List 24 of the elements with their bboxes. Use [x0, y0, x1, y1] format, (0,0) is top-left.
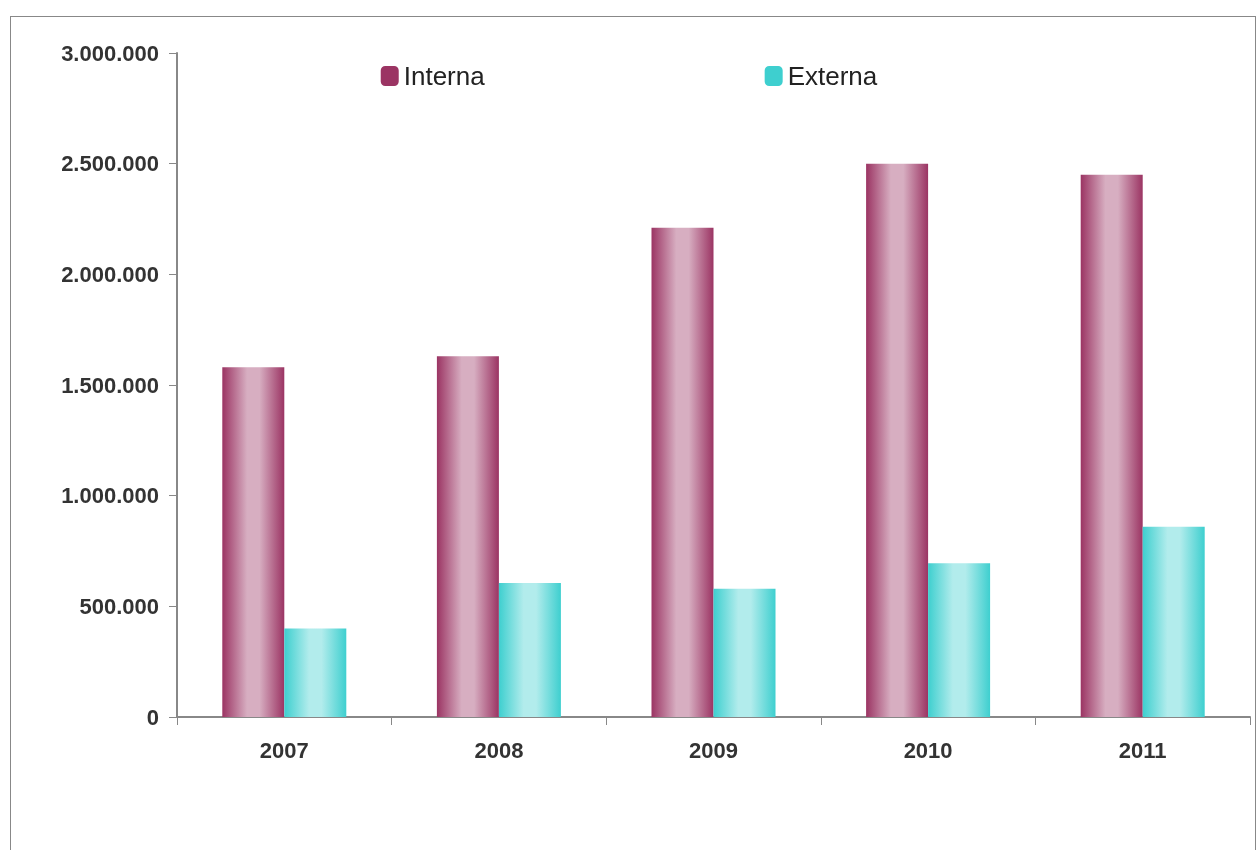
x-tick-label: 2009 — [689, 737, 738, 763]
x-tick-label: 2007 — [259, 737, 309, 763]
x-tick-label: 2010 — [903, 737, 953, 763]
bar — [928, 563, 991, 717]
legend-label: Interna — [403, 61, 486, 91]
y-tick-label: 1.500.000 — [61, 372, 159, 398]
bar — [436, 356, 499, 717]
bar — [284, 628, 347, 717]
x-tick-label: 2008 — [474, 737, 524, 763]
x-tick-label: 2011 — [1118, 737, 1167, 763]
bar — [866, 163, 929, 717]
bar — [651, 227, 714, 717]
y-tick-label: 2.000.000 — [61, 261, 159, 287]
y-tick-label: 1.000.000 — [61, 483, 159, 509]
y-tick-label: 0 — [146, 704, 159, 730]
y-tick-label: 500.000 — [79, 593, 159, 619]
bar — [713, 588, 776, 717]
bar — [1142, 526, 1205, 717]
y-tick-label: 2.500.000 — [61, 151, 159, 177]
legend-label: Externa — [787, 61, 878, 91]
y-tick-label: 3.000.000 — [61, 40, 159, 66]
bar — [498, 583, 561, 717]
bar — [1080, 174, 1143, 717]
bar — [222, 367, 285, 717]
